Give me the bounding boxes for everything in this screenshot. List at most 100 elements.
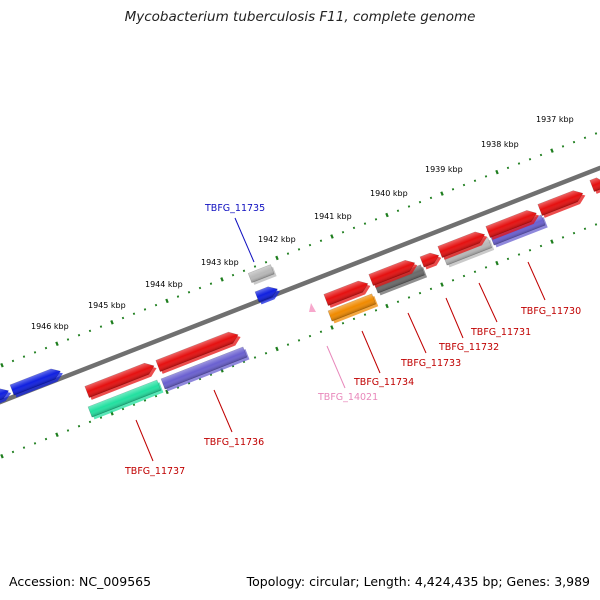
label-connector-line [445, 297, 464, 339]
gene-label-g11734[interactable]: TBFG_11734 [353, 377, 414, 388]
outer-tick-mark [484, 175, 488, 178]
outer-tick-mark [517, 162, 521, 165]
gene-blue-tbfg-11735 [254, 286, 280, 305]
outer-tick-mark [374, 218, 378, 221]
outer-tick-mark [572, 140, 576, 144]
gene-label-g11733[interactable]: TBFG_11733 [400, 358, 461, 369]
outer-tick-mark [231, 273, 235, 277]
inner-tick-mark [561, 236, 565, 239]
gene-label-g11732[interactable]: TBFG_11732 [438, 342, 499, 353]
outer-tick-mark [528, 157, 532, 161]
genome-summary-text: Topology: circular; Length: 4,424,435 bp… [246, 574, 590, 589]
label-connector-line [361, 330, 381, 374]
gene-label-g11731[interactable]: TBFG_11731 [470, 327, 531, 338]
outer-tick-mark [330, 234, 334, 239]
outer-tick-mark [275, 255, 279, 261]
tick-label: 1944 kbp [145, 280, 183, 289]
outer-tick-mark [539, 153, 543, 157]
gene-red-c [437, 231, 488, 260]
inner-tick-mark [44, 437, 48, 441]
gene-tbfg-11736 [160, 346, 250, 392]
outer-tick-mark [22, 355, 26, 358]
page-title: Mycobacterium tuberculosis F11, complete… [124, 9, 476, 25]
inner-tick-mark [429, 287, 433, 291]
inner-tick-mark [374, 309, 378, 312]
tick-label: 1939 kbp [425, 165, 463, 174]
gene-label-g11735[interactable]: TBFG_11735 [204, 203, 265, 214]
inner-tick-mark [308, 334, 312, 338]
inner-tick-mark [55, 432, 59, 438]
inner-tick-mark [286, 343, 290, 346]
inner-tick-mark [275, 346, 279, 352]
inner-tick-mark [132, 403, 136, 406]
outer-tick-mark [440, 191, 444, 196]
outer-tick-mark [308, 243, 312, 247]
inner-tick-mark [517, 253, 521, 256]
label-connector-line [135, 419, 154, 462]
inner-tick-mark [341, 321, 345, 325]
inner-tick-mark [352, 317, 356, 321]
label-connectors [135, 217, 546, 462]
inner-tick-mark [550, 239, 554, 244]
outer-tick-mark [418, 200, 422, 204]
tick-label: 1940 kbp [370, 189, 408, 198]
inner-tick-mark [330, 325, 334, 330]
outer-tick-mark [55, 341, 59, 347]
inner-tick-mark [0, 453, 4, 459]
outer-tick-mark [165, 298, 169, 304]
inner-tick-mark [396, 300, 400, 304]
inner-tick-mark [165, 389, 169, 395]
label-connector-line [234, 217, 255, 263]
inner-tick-mark [407, 296, 411, 299]
tick-label: 1945 kbp [88, 301, 126, 310]
outer-tick-mark [297, 248, 301, 251]
gene-red-h [84, 362, 157, 400]
inner-tick-mark [22, 446, 26, 449]
outer-tick-ring [0, 132, 598, 368]
outer-tick-mark [495, 169, 499, 175]
inner-tick-mark [99, 416, 103, 419]
outer-tick-mark [429, 196, 433, 200]
inner-tick-mark [572, 231, 576, 235]
outer-tick-mark [44, 346, 48, 350]
gene-label-g11730[interactable]: TBFG_11730 [520, 306, 581, 317]
outer-tick-mark [220, 277, 224, 282]
gene-red-f [323, 280, 371, 308]
inner-tick-mark [418, 291, 422, 295]
inner-tick-mark [319, 330, 323, 334]
gene-red-a [537, 190, 586, 218]
inner-tick-mark [451, 279, 455, 282]
outer-tick-mark [264, 260, 268, 264]
outer-tick-mark [154, 303, 158, 307]
inner-tick-mark [385, 303, 389, 309]
inner-tick-mark [484, 266, 488, 269]
gene-red-b [485, 210, 539, 240]
outer-tick-mark [352, 226, 356, 230]
gene-label-g11737[interactable]: TBFG_11737 [124, 466, 185, 477]
gene-label-g11736[interactable]: TBFG_11736 [203, 437, 264, 448]
outer-tick-mark [33, 351, 37, 354]
outer-tick-mark [77, 333, 81, 337]
outer-tick-mark [110, 320, 114, 325]
outer-tick-mark [396, 209, 400, 213]
outer-tick-mark [121, 316, 125, 320]
outer-tick-mark [209, 282, 213, 285]
outer-tick-mark [187, 291, 191, 294]
gene-red-e [368, 259, 418, 288]
label-connector-line [213, 389, 233, 433]
label-connector-line [326, 345, 346, 389]
gene-red-d [419, 252, 442, 270]
tick-label: 1941 kbp [314, 212, 352, 221]
inner-tick-mark [33, 442, 37, 445]
gene-tbfg-11737 [87, 379, 164, 420]
inner-tick-mark [363, 313, 367, 316]
inner-tick-mark [88, 420, 92, 424]
accession-text: Accession: NC_009565 [9, 574, 152, 589]
gene-features [0, 177, 600, 420]
inner-tick-mark [154, 394, 158, 398]
inner-tick-mark [473, 270, 477, 273]
gene-red-edge [589, 177, 600, 194]
inner-tick-mark [462, 274, 466, 278]
gene-label-g14021[interactable]: TBFG_14021 [317, 392, 378, 403]
